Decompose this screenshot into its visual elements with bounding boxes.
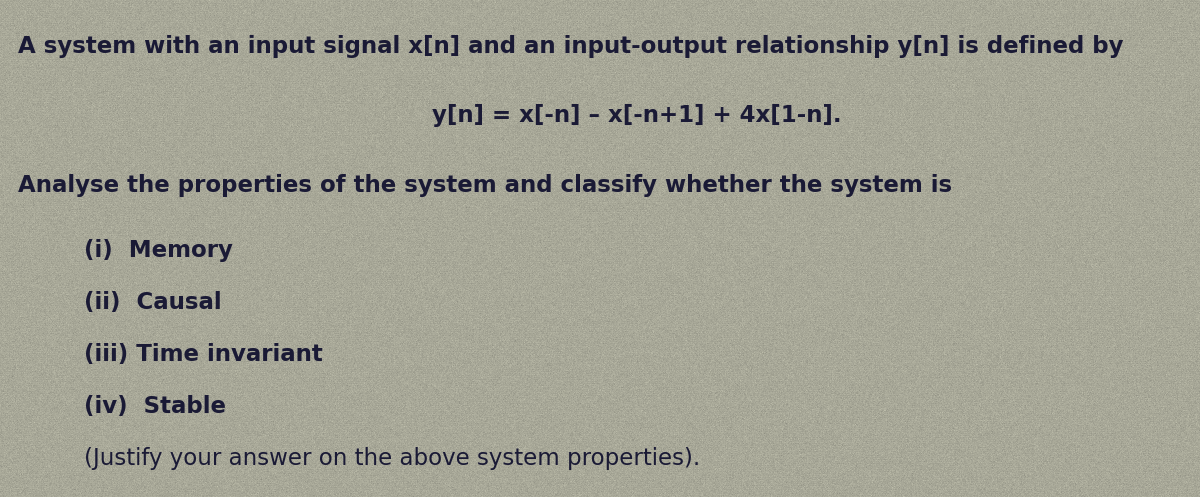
Text: (ii)  Causal: (ii) Causal: [84, 291, 222, 314]
Text: Analyse the properties of the system and classify whether the system is: Analyse the properties of the system and…: [18, 174, 952, 197]
Text: y[n] = x[-n] – x[-n+1] + 4x[1-n].: y[n] = x[-n] – x[-n+1] + 4x[1-n].: [432, 104, 841, 127]
Text: (iii) Time invariant: (iii) Time invariant: [84, 343, 323, 366]
Text: (iv)  Stable: (iv) Stable: [84, 395, 226, 418]
Text: A system with an input signal x[n] and an input-output relationship y[n] is defi: A system with an input signal x[n] and a…: [18, 35, 1123, 58]
Text: (Justify your answer on the above system properties).: (Justify your answer on the above system…: [84, 447, 701, 470]
Text: (i)  Memory: (i) Memory: [84, 239, 233, 261]
